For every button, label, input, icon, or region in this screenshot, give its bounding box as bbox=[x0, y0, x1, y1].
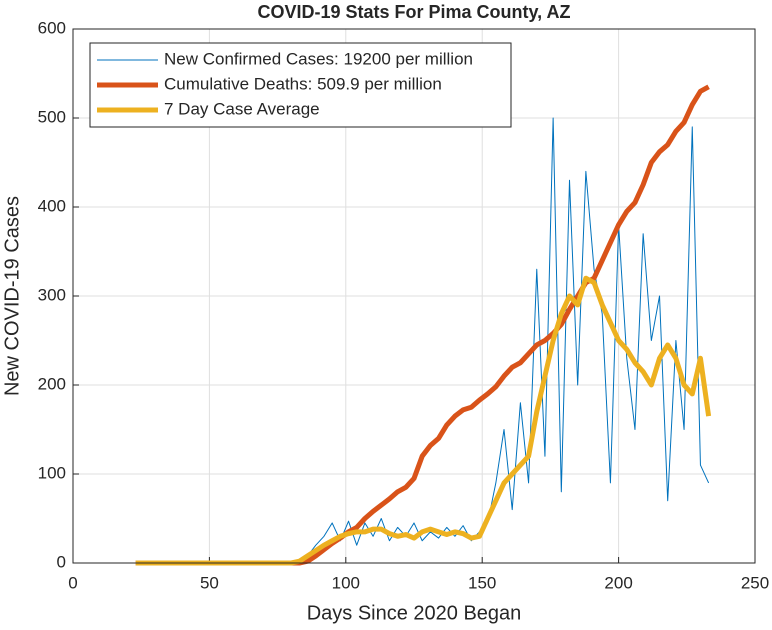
legend-label: Cumulative Deaths: 509.9 per million bbox=[164, 74, 442, 93]
y-tick-label: 100 bbox=[38, 463, 66, 482]
y-tick-label: 600 bbox=[38, 18, 66, 37]
x-tick-label: 200 bbox=[604, 573, 632, 592]
legend-label: New Confirmed Cases: 19200 per million bbox=[164, 49, 473, 68]
y-tick-label: 400 bbox=[38, 196, 66, 215]
y-tick-label: 500 bbox=[38, 107, 66, 126]
y-tick-label: 0 bbox=[57, 552, 66, 571]
x-axis-label: Days Since 2020 Began bbox=[307, 602, 522, 624]
y-axis-label: New COVID-19 Cases bbox=[1, 196, 23, 396]
legend-box bbox=[89, 42, 512, 128]
y-tick-label: 300 bbox=[38, 285, 66, 304]
legend: New Confirmed Cases: 19200 per million Cu… bbox=[89, 42, 512, 128]
x-tick-label: 250 bbox=[741, 573, 769, 592]
chart-title: COVID-19 Stats For Pima County, AZ bbox=[257, 2, 570, 22]
y-tick-label: 200 bbox=[38, 374, 66, 393]
legend-label: 7 Day Case Average bbox=[164, 99, 320, 118]
x-tick-label: 0 bbox=[68, 573, 77, 592]
x-tick-label: 100 bbox=[332, 573, 360, 592]
x-tick-label: 150 bbox=[468, 573, 496, 592]
x-tick-label: 50 bbox=[200, 573, 219, 592]
axes-box bbox=[72, 28, 756, 564]
